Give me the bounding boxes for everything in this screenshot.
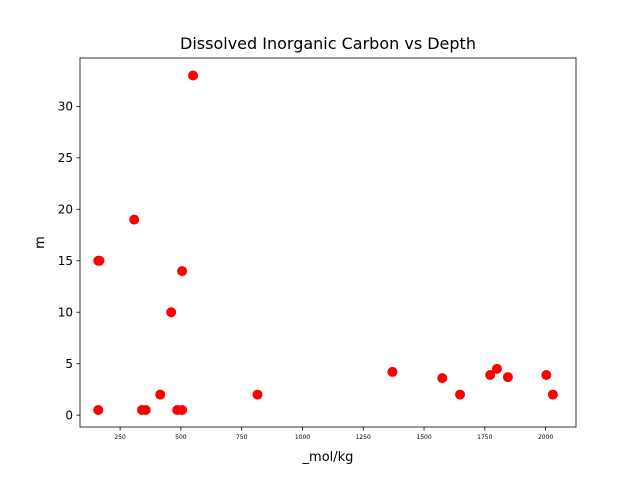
data-point <box>166 307 177 318</box>
chart-title: Dissolved Inorganic Carbon vs Depth <box>180 34 476 53</box>
y-tick-label: 15 <box>58 254 73 268</box>
x-tick-label: 2000 <box>538 434 553 441</box>
x-tick-label: 1000 <box>295 434 310 441</box>
y-axis-label: m <box>33 236 48 249</box>
data-point <box>491 363 502 374</box>
data-point <box>188 70 199 81</box>
x-tick-label: 500 <box>175 434 187 441</box>
y-tick-label: 30 <box>58 100 73 114</box>
data-point <box>177 266 188 277</box>
y-tick-label: 10 <box>58 306 73 320</box>
data-point <box>455 389 466 400</box>
y-tick-label: 20 <box>58 203 73 217</box>
x-tick-label: 1250 <box>356 434 371 441</box>
x-tick-label: 250 <box>114 434 126 441</box>
data-point <box>129 214 140 225</box>
data-point <box>93 405 104 416</box>
x-tick-label: 750 <box>236 434 248 441</box>
y-tick-label: 25 <box>58 151 73 165</box>
y-tick-label: 0 <box>65 408 73 422</box>
data-point <box>485 370 496 381</box>
x-axis-label: _mol/kg <box>302 450 354 465</box>
x-axis: 250 500 750 1000 1250 1500 1750 2000 <box>114 427 553 441</box>
data-point <box>541 370 552 381</box>
y-tick-label: 5 <box>65 357 73 371</box>
data-point <box>140 405 151 416</box>
x-tick-label: 1750 <box>477 434 492 441</box>
data-point <box>155 389 166 400</box>
plot-area <box>93 70 558 416</box>
data-point <box>387 366 398 377</box>
data-point <box>177 405 188 416</box>
y-axis: 0 5 10 15 20 25 30 <box>58 100 80 422</box>
data-point <box>502 372 513 383</box>
data-point <box>94 255 105 266</box>
data-point <box>547 389 558 400</box>
axes-frame <box>79 57 577 428</box>
x-tick-label: 1500 <box>416 434 431 441</box>
data-point <box>437 373 448 384</box>
data-point <box>252 389 263 400</box>
